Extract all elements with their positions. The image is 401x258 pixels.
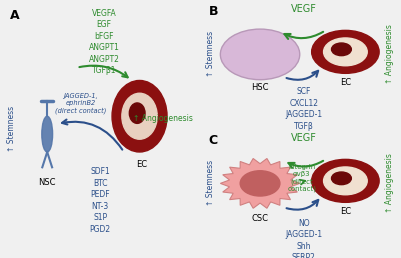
Circle shape	[332, 172, 351, 185]
FancyArrowPatch shape	[79, 66, 128, 77]
FancyArrowPatch shape	[286, 71, 318, 80]
Circle shape	[332, 43, 351, 56]
Ellipse shape	[42, 116, 53, 152]
Text: EC: EC	[340, 207, 351, 216]
Text: VEGF: VEGF	[291, 4, 317, 14]
FancyArrowPatch shape	[284, 32, 323, 39]
Text: EC: EC	[340, 78, 351, 87]
Circle shape	[324, 167, 367, 195]
Text: SCF
CXCL12
JAGGED-1
TGFβ: SCF CXCL12 JAGGED-1 TGFβ	[285, 87, 322, 131]
Text: JAGGED-1,
ephrinB2
(direct contact): JAGGED-1, ephrinB2 (direct contact)	[55, 93, 106, 114]
FancyArrowPatch shape	[300, 180, 305, 184]
Circle shape	[324, 38, 367, 66]
Text: EC: EC	[136, 160, 147, 169]
Text: VEGFA
EGF
bFGF
ANGPT1
ANGPT2
TGFβ1: VEGFA EGF bFGF ANGPT1 ANGPT2 TGFβ1	[89, 9, 119, 75]
Text: A: A	[10, 9, 20, 22]
FancyArrowPatch shape	[62, 119, 122, 150]
Polygon shape	[221, 158, 300, 208]
Text: B: B	[209, 5, 218, 18]
Circle shape	[312, 159, 379, 202]
Text: ↑ Stemness: ↑ Stemness	[7, 106, 16, 152]
Text: ↑ Stemness: ↑ Stemness	[206, 31, 215, 77]
Text: NSC: NSC	[38, 178, 56, 187]
Circle shape	[130, 103, 145, 123]
Circle shape	[312, 30, 379, 73]
Text: VEGF: VEGF	[291, 133, 317, 143]
Text: NO
JAGGED-1
Shh
SFRP2: NO JAGGED-1 Shh SFRP2	[285, 219, 322, 258]
Text: ↑ Angiogenesis: ↑ Angiogenesis	[133, 114, 192, 123]
Circle shape	[122, 93, 157, 139]
Text: C: C	[209, 134, 218, 147]
Text: ↑ Angiogenesis: ↑ Angiogenesis	[385, 154, 393, 213]
Circle shape	[112, 80, 167, 152]
Text: HSC: HSC	[251, 84, 269, 92]
Text: CSC: CSC	[251, 214, 269, 223]
Text: ↑ Stemness: ↑ Stemness	[206, 160, 215, 206]
Circle shape	[240, 171, 280, 196]
Text: integrin
αvβ3
(direct
contact): integrin αvβ3 (direct contact)	[287, 164, 316, 192]
Text: SDF1
BTC
PEDF
NT-3
S1P
PGD2: SDF1 BTC PEDF NT-3 S1P PGD2	[90, 167, 111, 233]
Text: ↑ Angiogenesis: ↑ Angiogenesis	[385, 25, 393, 84]
FancyArrowPatch shape	[288, 161, 323, 168]
FancyArrowPatch shape	[287, 200, 318, 210]
Circle shape	[220, 29, 300, 80]
